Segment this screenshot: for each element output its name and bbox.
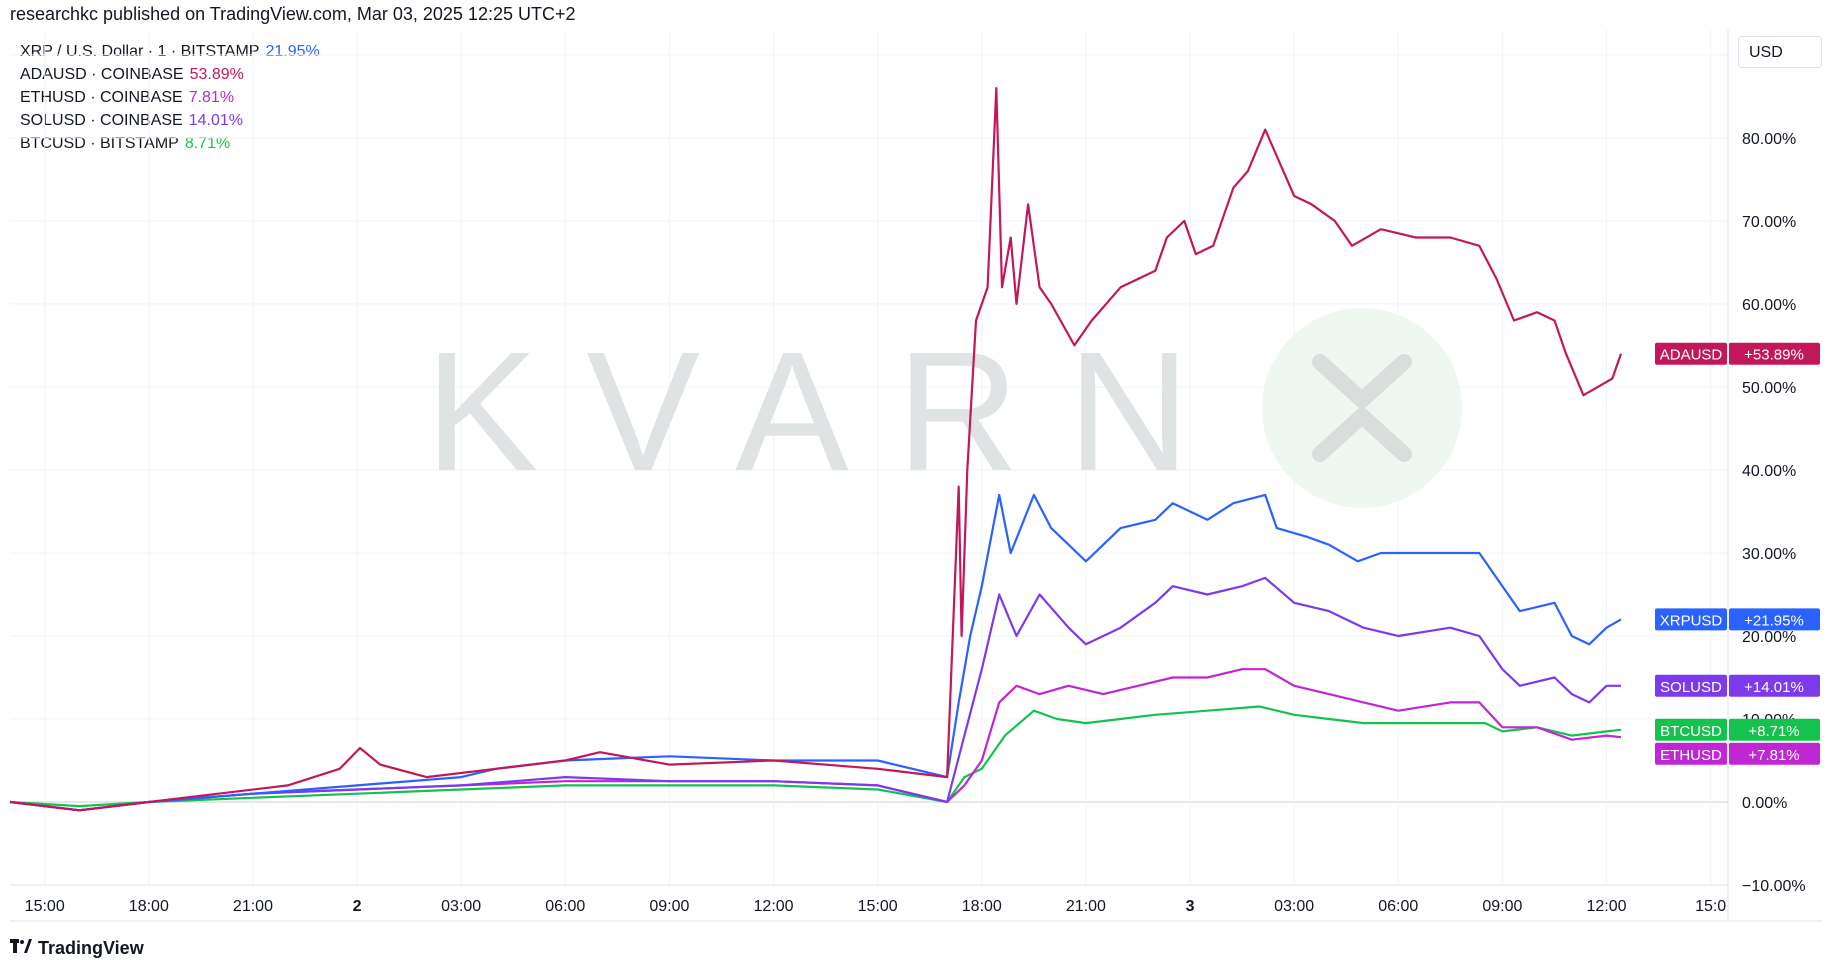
x-tick-label: 3 xyxy=(1186,898,1195,915)
y-tick-label: 60.00% xyxy=(1742,297,1796,314)
end-label-name: ADAUSD xyxy=(1660,347,1723,364)
legend-label: ETHUSD · COINBASE xyxy=(20,89,183,106)
end-label-value: +53.89% xyxy=(1744,347,1804,364)
x-axis[interactable]: 15:00 18:00 21:00 2 03:00 06:00 09:00 12:00 15:0… xyxy=(25,898,1727,915)
kvarn-watermark: KVARN xyxy=(425,308,1462,508)
x-tick-label: 06:00 xyxy=(545,898,585,915)
legend-row-xrp[interactable]: XRP / U.S. Dollar · 1 · BITSTAMP 21.95% xyxy=(20,40,320,63)
x-tick-label: 2 xyxy=(353,898,362,915)
x-tick-label: 03:00 xyxy=(1274,898,1314,915)
y-tick-label: 50.00% xyxy=(1742,380,1796,397)
x-tick-label: 18:00 xyxy=(129,898,169,915)
y-tick-label: 70.00% xyxy=(1742,214,1796,231)
x-tick-label: 15:0 xyxy=(1695,898,1726,915)
tradingview-brand: TradingView xyxy=(38,938,144,958)
end-label-value: +8.71% xyxy=(1748,723,1799,740)
end-label-value-box xyxy=(1729,608,1820,631)
legend-label: XRP / U.S. Dollar · 1 · BITSTAMP xyxy=(20,43,260,60)
x-tick-label: 15:00 xyxy=(858,898,898,915)
end-label-solusd: SOLUSD +14.01% xyxy=(1655,674,1820,697)
end-label-value: +21.95% xyxy=(1744,612,1804,629)
legend-value: 14.01% xyxy=(188,112,243,129)
y-tick-label: −10.00% xyxy=(1742,878,1806,895)
legend-row-sol[interactable]: SOLUSD · COINBASE 14.01% xyxy=(20,109,320,132)
x-tick-label: 06:00 xyxy=(1378,898,1418,915)
end-label-name: BTCUSD xyxy=(1660,723,1722,740)
end-label-adausd: ADAUSD +53.89% xyxy=(1655,342,1820,365)
legend-value: 7.81% xyxy=(188,89,235,106)
watermark-text: KVARN xyxy=(425,317,1238,507)
end-label-btcusd: BTCUSD +8.71% xyxy=(1655,718,1820,741)
end-label-ethusd: ETHUSD +7.81% xyxy=(1655,742,1820,765)
x-tick-label: 09:00 xyxy=(1482,898,1522,915)
end-label-name: SOLUSD xyxy=(1660,679,1722,696)
end-label-name: ETHUSD xyxy=(1660,747,1722,764)
end-label-name-box xyxy=(1655,674,1727,697)
series-line-adausd xyxy=(9,87,1623,812)
xrp-logo-icon xyxy=(1262,308,1462,508)
currency-unit-selector[interactable]: USD xyxy=(1738,36,1822,68)
end-label-name: XRPUSD xyxy=(1660,612,1723,629)
legend-label: ADAUSD · COINBASE xyxy=(20,66,184,83)
end-label-name-box xyxy=(1655,342,1727,365)
end-label-name-box xyxy=(1655,742,1727,765)
y-tick-label: 30.00% xyxy=(1742,546,1796,563)
y-tick-label: 20.00% xyxy=(1742,629,1796,646)
legend-row-eth[interactable]: ETHUSD · COINBASE 7.81% xyxy=(20,86,320,109)
legend-label: SOLUSD · COINBASE xyxy=(20,112,183,129)
legend-row-ada[interactable]: ADAUSD · COINBASE 53.89% xyxy=(20,63,320,86)
x-tick-label: 21:00 xyxy=(1066,898,1106,915)
tradingview-footer: TradingView xyxy=(10,938,144,959)
legend-value: 8.71% xyxy=(184,135,231,152)
legend-value: 21.95% xyxy=(265,43,320,60)
legend-value: 53.89% xyxy=(189,66,244,83)
x-tick-label: 12:00 xyxy=(754,898,794,915)
y-tick-label: 0.00% xyxy=(1742,795,1787,812)
chart-grid xyxy=(10,30,1822,922)
y-tick-label: 40.00% xyxy=(1742,463,1796,480)
x-tick-label: 03:00 xyxy=(441,898,481,915)
series-lines xyxy=(9,87,1623,812)
x-tick-label: 09:00 xyxy=(649,898,689,915)
end-label-value-box xyxy=(1729,742,1820,765)
series-legend: XRP / U.S. Dollar · 1 · BITSTAMP 21.95% A… xyxy=(20,40,320,155)
end-label-name-box xyxy=(1655,608,1727,631)
series-line-btcusd xyxy=(9,705,1622,808)
end-label-value: +14.01% xyxy=(1744,679,1804,696)
series-end-labels: ADAUSD +53.89% XRPUSD +21.95% SOLUSD +14.01% B… xyxy=(1655,342,1820,765)
x-tick-label: 21:00 xyxy=(233,898,273,915)
end-label-xrpusd: XRPUSD +21.95% xyxy=(1655,608,1820,631)
legend-label: BTCUSD · BITSTAMP xyxy=(20,135,179,152)
end-label-value-box xyxy=(1729,718,1820,741)
x-tick-label: 18:00 xyxy=(962,898,1002,915)
publish-header: researchkc published on TradingView.com,… xyxy=(10,4,576,24)
legend-row-btc[interactable]: BTCUSD · BITSTAMP 8.71% xyxy=(20,132,320,155)
series-line-solusd xyxy=(9,576,1621,812)
y-axis[interactable]: −10.00%0.00%10.00%20.00%30.00%40.00%50.0… xyxy=(1742,48,1806,895)
series-line-ethusd xyxy=(9,668,1622,812)
x-tick-label: 12:00 xyxy=(1587,898,1627,915)
end-label-value-box xyxy=(1729,342,1820,365)
end-label-value-box xyxy=(1729,674,1820,697)
tradingview-logo-icon xyxy=(10,939,32,958)
end-label-value: +7.81% xyxy=(1748,747,1799,764)
end-label-name-box xyxy=(1655,718,1727,741)
x-tick-label: 15:00 xyxy=(25,898,65,915)
y-tick-label: 80.00% xyxy=(1742,131,1796,148)
